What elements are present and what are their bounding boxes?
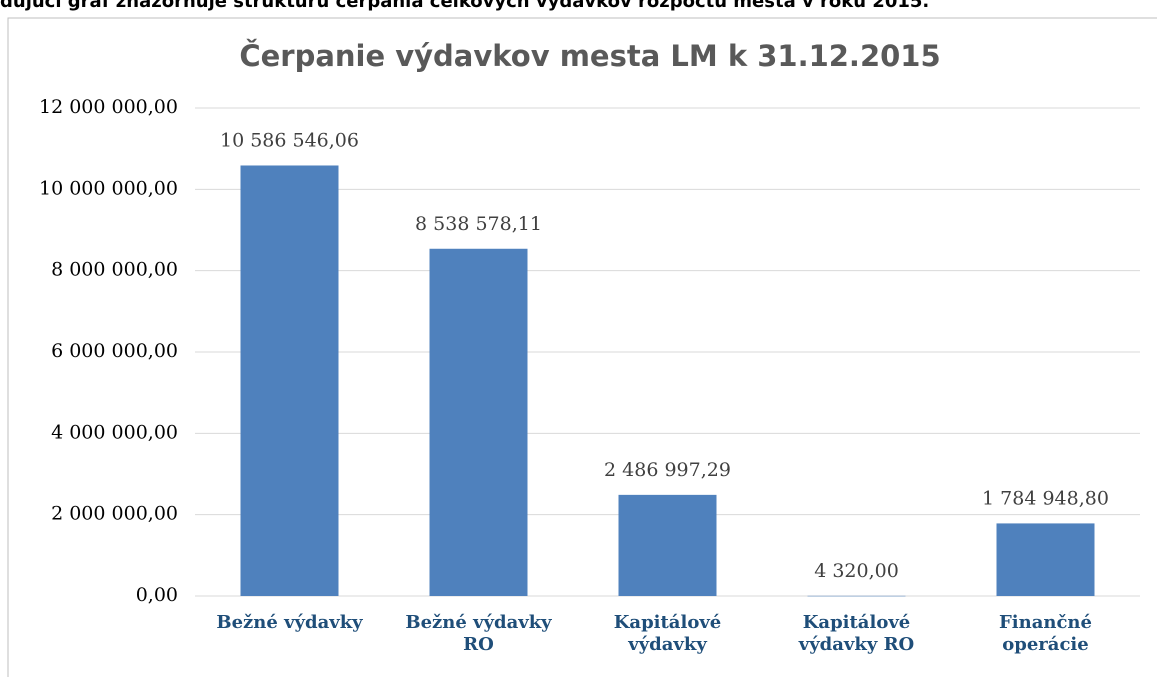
x-tick-label: Bežné výdavky RO (405, 612, 552, 655)
bar (240, 165, 339, 596)
value-label: 1 784 948,80 (982, 487, 1109, 509)
y-tick-label: 10 000 000,00 (39, 177, 178, 199)
chart-title: Čerpanie výdavkov mesta LM k 31.12.2015 (239, 39, 940, 73)
x-tick-label: Kapitálové výdavky RO (798, 612, 915, 655)
y-tick-label: 6 000 000,00 (51, 340, 178, 362)
chart-border (7, 17, 1157, 677)
bar (807, 595, 906, 597)
y-tick-label: 2 000 000,00 (51, 503, 178, 525)
x-tick-label: Kapitálové výdavky (613, 612, 722, 655)
value-label: 8 538 578,11 (415, 213, 542, 235)
value-label: 2 486 997,29 (604, 459, 731, 481)
y-tick-label: 0,00 (136, 584, 178, 606)
y-tick-label: 4 000 000,00 (51, 421, 178, 443)
y-tick-label: 12 000 000,00 (39, 96, 178, 118)
caption: dujúci graf znázorňuje štruktúru čerpani… (0, 0, 929, 12)
x-tick-label: Bežné výdavky (216, 612, 363, 633)
x-tick-label: Finančné operácie (999, 612, 1092, 655)
bar (618, 494, 717, 596)
bar (429, 248, 528, 596)
value-label: 10 586 546,06 (220, 129, 359, 151)
y-tick-label: 8 000 000,00 (51, 259, 178, 281)
value-label: 4 320,00 (814, 560, 899, 582)
bar (996, 523, 1095, 596)
